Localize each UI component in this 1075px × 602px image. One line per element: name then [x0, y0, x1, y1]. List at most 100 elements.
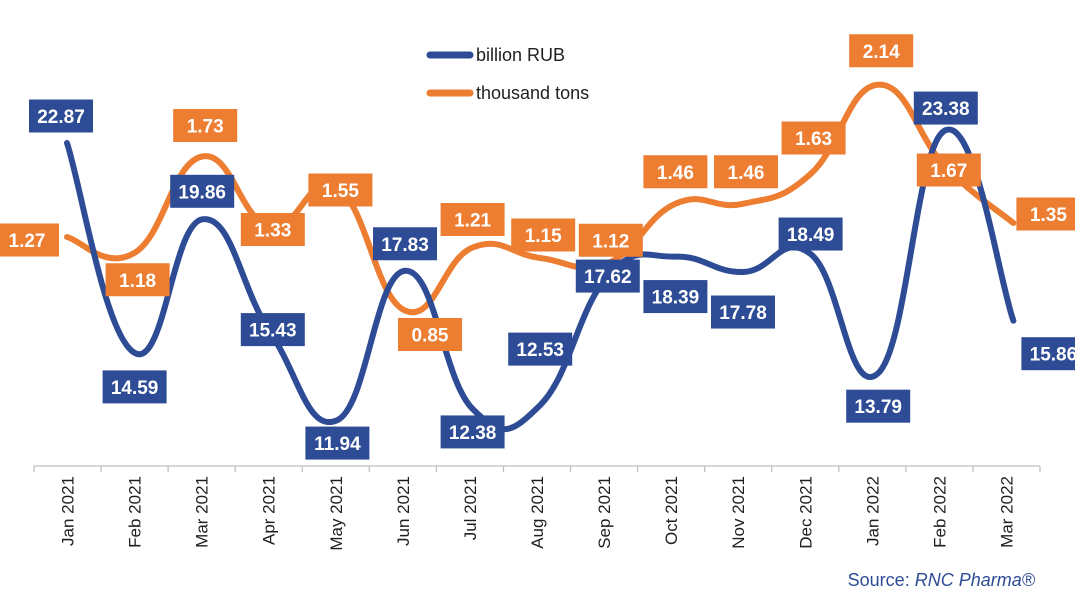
data-label-rub: 19.86: [170, 174, 235, 208]
legend-item-billion-rub: billion RUB: [426, 45, 565, 65]
data-label-box: [440, 203, 505, 236]
data-label-box: [173, 109, 238, 142]
data-label-box: [508, 332, 573, 366]
data-label-rub: 18.49: [778, 217, 843, 251]
data-label-box: [1021, 337, 1075, 371]
data-label-tons: 1.46: [714, 155, 778, 189]
source-name: RNC Pharma®: [914, 570, 1035, 590]
data-label-tons: 1.18: [105, 263, 170, 297]
data-label-rub: 18.39: [643, 280, 708, 314]
data-label-rub: 12.53: [508, 332, 573, 366]
data-label-text: 1.73: [187, 117, 224, 138]
data-label-tons: 1.67: [916, 153, 981, 187]
data-label-text: 22.87: [37, 107, 85, 128]
x-tick-label: Apr 2021: [260, 476, 279, 545]
data-label-text: 15.86: [1030, 345, 1075, 366]
data-label-rub: 12.38: [440, 415, 505, 449]
data-label-rub: 22.87: [29, 99, 93, 133]
x-tick-label: Nov 2021: [729, 476, 748, 549]
x-axis: Jan 2021 Feb 2021 Mar 2021 Apr 2021 May 2021…: [33, 465, 1041, 551]
data-label-text: 2.14: [863, 42, 900, 63]
data-label-rub: 15.43: [240, 313, 305, 347]
data-label-text: 1.15: [525, 226, 562, 247]
series-line-billion-rub: [64, 126, 1017, 433]
data-label-box: [511, 218, 576, 252]
data-label-text: 18.49: [787, 225, 835, 246]
data-label-tons: 1.33: [240, 213, 305, 246]
data-label-box: [711, 295, 775, 329]
data-label-text: 18.39: [652, 288, 700, 309]
data-label-text: 1.46: [657, 163, 694, 184]
data-label-box: [781, 121, 846, 155]
data-label-text: 14.59: [111, 378, 159, 399]
data-label-box: [308, 173, 373, 207]
data-label-tons: 2.14: [849, 34, 914, 68]
legend-label: billion RUB: [476, 45, 565, 65]
data-label-box: [398, 318, 462, 351]
data-label-text: 1.63: [795, 129, 832, 150]
x-tick-label: Oct 2021: [662, 476, 681, 545]
data-label-text: 12.53: [516, 340, 564, 361]
x-tick-label: Jun 2021: [394, 476, 413, 546]
data-label-box: [913, 91, 978, 125]
legend-label: thousand tons: [476, 83, 589, 103]
data-label-tons: 1.63: [781, 121, 846, 155]
x-tick-label: Feb 2021: [126, 476, 145, 548]
data-label-text: 1.35: [1030, 205, 1067, 226]
x-tick-label: Jan 2022: [863, 476, 882, 546]
data-label-box: [0, 223, 59, 257]
data-label-text: 15.43: [249, 321, 297, 342]
data-label-rub: 17.62: [575, 259, 640, 293]
data-label-tons: 1.35: [1016, 197, 1075, 231]
data-label-box: [578, 223, 643, 257]
data-label-box: [440, 415, 505, 449]
data-label-box: [305, 426, 370, 460]
data-label-rub: 23.38: [913, 91, 978, 125]
data-label-box: [240, 213, 305, 246]
x-tick-label: May 2021: [327, 476, 346, 551]
data-label-text: 1.18: [119, 271, 156, 292]
data-labels: 1.27 1.18 1.73 1.33 1.55 0.85 1.21 1.15 1.12 1.46…: [0, 34, 1075, 460]
data-label-text: 0.85: [412, 326, 449, 347]
data-label-tons: 1.55: [308, 173, 373, 207]
data-label-box: [105, 263, 170, 297]
data-label-rub: 13.79: [846, 389, 911, 423]
data-label-rub: 11.94: [305, 426, 370, 460]
data-label-box: [102, 370, 167, 404]
data-label-text: 23.38: [922, 99, 970, 120]
legend: billion RUB thousand tons: [426, 45, 589, 103]
data-label-box: [575, 259, 640, 293]
x-tick-label: Jul 2021: [461, 476, 480, 540]
data-label-text: 12.38: [449, 423, 497, 444]
data-label-text: 11.94: [314, 434, 361, 455]
legend-item-thousand-tons: thousand tons: [426, 83, 589, 103]
data-label-text: 1.27: [9, 231, 46, 252]
data-label-box: [849, 34, 914, 68]
data-label-text: 17.62: [584, 267, 632, 288]
data-label-text: 1.21: [454, 211, 491, 232]
data-label-tons: 1.15: [511, 218, 576, 252]
data-label-text: 13.79: [854, 397, 902, 418]
x-tick-label: Dec 2021: [796, 476, 815, 549]
data-label-text: 1.12: [592, 231, 629, 252]
data-label-box: [643, 155, 708, 189]
data-label-rub: 17.78: [711, 295, 775, 329]
x-tick-label: Mar 2021: [193, 476, 212, 548]
source-prefix: Source:: [847, 570, 915, 590]
x-tick-label: Aug 2021: [528, 476, 547, 549]
data-label-text: 19.86: [178, 182, 226, 203]
data-label-box: [1016, 197, 1075, 231]
data-label-box: [916, 153, 981, 187]
data-label-box: [29, 99, 93, 133]
data-label-tons: 1.46: [643, 155, 708, 189]
data-label-box: [846, 389, 911, 423]
data-label-box: [714, 155, 778, 189]
data-label-tons: 1.12: [578, 223, 643, 257]
data-label-tons: 1.73: [173, 109, 238, 142]
data-label-tons: 1.21: [440, 203, 505, 236]
data-label-rub: 17.83: [373, 227, 437, 261]
x-tick-label: Jan 2021: [59, 476, 78, 546]
data-label-box: [170, 174, 235, 208]
data-label-text: 1.55: [322, 181, 359, 202]
data-label-rub: 15.86: [1021, 337, 1075, 371]
